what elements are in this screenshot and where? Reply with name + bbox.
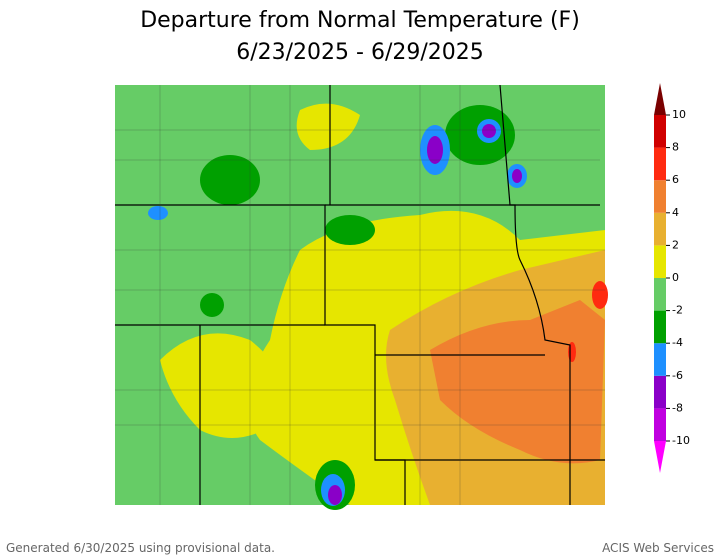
colorbar-segment (654, 343, 666, 376)
colorbar-segment (654, 115, 666, 148)
colorbar-segment (654, 310, 666, 344)
county-lines (115, 85, 605, 505)
colorbar-label: 0 (672, 271, 679, 284)
colorbar-segment (654, 147, 666, 181)
colorbar-segment (654, 375, 666, 409)
warm-area (296, 103, 360, 150)
colorbar-segment (654, 212, 666, 246)
colorbar-tip (654, 441, 666, 473)
colorbar-label: 10 (672, 108, 686, 121)
colorbar-tip (654, 83, 666, 115)
hot-spot (592, 281, 608, 309)
colorbar-label: 2 (672, 238, 679, 251)
colorbar-label: 4 (672, 206, 679, 219)
warm-area (160, 333, 286, 438)
footer-right: ACIS Web Services (602, 541, 714, 555)
colorbar-segment (654, 180, 666, 213)
colder-area (512, 169, 522, 183)
footer-left: Generated 6/30/2025 using provisional da… (6, 541, 275, 555)
colder-area (328, 485, 342, 505)
colorbar-label: -6 (672, 369, 683, 382)
colorbar-label: 6 (672, 173, 679, 186)
cool-area (325, 215, 375, 245)
colorbar-label: -8 (672, 401, 683, 414)
title-line-2: 6/23/2025 - 6/29/2025 (236, 40, 484, 65)
colorbar-segment (654, 245, 666, 278)
colorbar-segment (654, 408, 666, 441)
state-border (499, 84, 600, 206)
cold-area (148, 206, 168, 220)
colder-area (427, 136, 443, 164)
temperature-map (115, 84, 608, 510)
colorbar-label: -10 (672, 434, 690, 447)
colorbar-label: -4 (672, 336, 683, 349)
title-line-1: Departure from Normal Temperature (F) (140, 8, 580, 33)
state-border (325, 204, 571, 505)
colorbar: -10 -8 -6 -4 -2 0 2 4 6 8 10 (654, 83, 690, 473)
colorbar-label: 8 (672, 141, 679, 154)
colder-area (482, 124, 496, 138)
cool-area (200, 155, 260, 205)
colorbar-segment (654, 278, 666, 311)
colorbar-label: -2 (672, 304, 683, 317)
hot-area (430, 300, 605, 464)
cool-area (200, 293, 224, 317)
